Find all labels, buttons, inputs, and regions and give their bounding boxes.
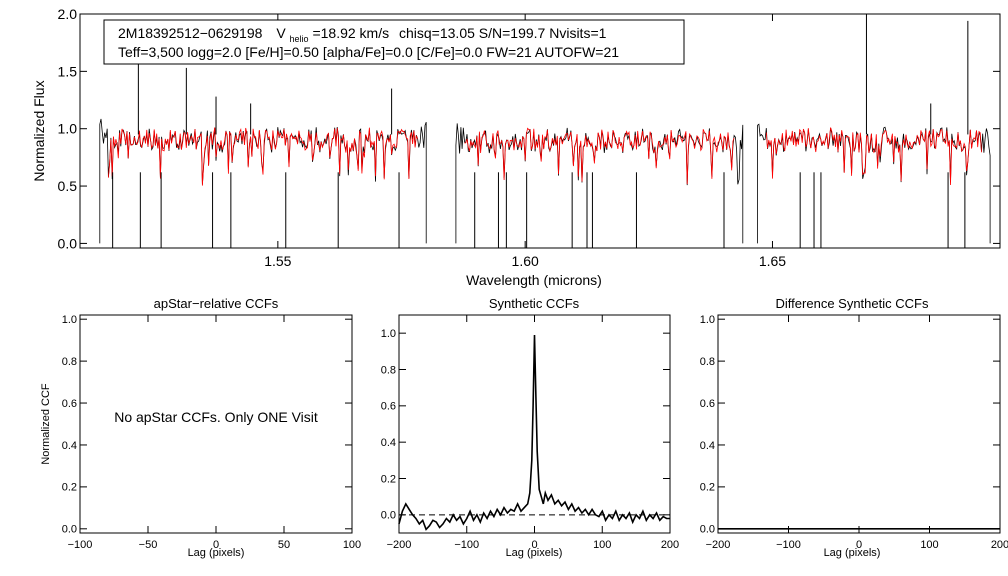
- difference-ccf-x-label: Lag (pixels): [824, 547, 881, 559]
- apstar-ccf-y-tick-label: 0.0: [62, 524, 77, 536]
- spectrum-panel: 1.55 1.60 1.65 0.0 0.5 1.0 1.5 2.0 2M18392512−0…: [31, 6, 1001, 288]
- apstar-ccf-x-tick-label: 50: [278, 539, 290, 551]
- apstar-ccf-y-tick-label: 0.4: [62, 440, 77, 452]
- difference-ccf-axes: −200 −100 0 100 200 0.0 0.2 0.4 0.6 0.8 1.0: [700, 314, 1008, 551]
- difference-ccf-title: Difference Synthetic CCFs: [776, 296, 929, 311]
- apstar-ccf-y-tick-label: 0.8: [62, 356, 77, 368]
- difference-ccf-y-tick-label: 0.0: [700, 524, 715, 536]
- spectrum-y-label: Normalized Flux: [31, 80, 47, 181]
- spectrum-plot-area: [99, 14, 991, 248]
- vhelio-symbol: V: [276, 25, 286, 41]
- synthetic-ccf-y-tick-label: 0.6: [381, 401, 396, 413]
- vhelio-subscript: helio: [290, 34, 309, 44]
- apstar-ccf-x-tick-label: −100: [68, 539, 93, 551]
- info-box: 2M18392512−0629198 V helio =18.92 km/s c…: [103, 19, 685, 65]
- model-spectrum-line-chip-2: [464, 127, 735, 185]
- synthetic-ccf-x-tick-label: −200: [387, 539, 412, 551]
- apstar-ccf-y-tick-label: 0.6: [62, 398, 77, 410]
- apstar-ccf-x-tick-label: 100: [343, 539, 361, 551]
- apstar-ccf-y-label: Normalized CCF: [40, 383, 52, 465]
- difference-ccf-x-tick-label: 100: [920, 539, 938, 551]
- info-box-frame: [103, 19, 685, 65]
- spectrum-axes: 1.55 1.60 1.65 0.0 0.5 1.0 1.5 2.0: [58, 6, 1000, 269]
- spectrum-y-tick-label: 0.5: [58, 178, 78, 194]
- difference-ccf-y-tick-label: 0.6: [700, 398, 715, 410]
- synthetic-ccf-x-tick-label: 100: [593, 539, 611, 551]
- spectrum-frame: [79, 13, 1001, 249]
- spectrum-x-tick-label: 1.60: [512, 253, 539, 269]
- spectrum-y-tick-label: 0.0: [58, 235, 78, 251]
- apstar-ccf-title: apStar−relative CCFs: [154, 296, 279, 311]
- spectrum-x-tick-label: 1.65: [759, 253, 786, 269]
- info-line-1: 2M18392512−0629198 V helio =18.92 km/s c…: [118, 25, 607, 45]
- synthetic-ccf-x-tick-label: 0: [531, 539, 537, 551]
- synthetic-ccf-line: [398, 334, 670, 531]
- synthetic-ccf-x-tick-label: 200: [661, 539, 679, 551]
- difference-ccf-x-tick-label: 0: [856, 539, 862, 551]
- star-id: 2M18392512−0629198: [118, 25, 263, 41]
- model-spectrum-line-chip-3: [765, 127, 982, 186]
- synthetic-ccf-title: Synthetic CCFs: [489, 296, 580, 311]
- spectrum-y-tick-label: 1.5: [58, 63, 78, 79]
- vhelio-value: =18.92 km/s: [312, 25, 389, 41]
- apstar-ccf-x-tick-label: −50: [139, 539, 158, 551]
- apstar-ccf-y-tick-label: 0.2: [62, 482, 77, 494]
- difference-ccf-panel: −200 −100 0 100 200 0.0 0.2 0.4 0.6 0.8 1.0 Differ…: [700, 296, 1008, 559]
- synthetic-ccf-y-tick-label: 0.2: [381, 473, 396, 485]
- difference-ccf-y-tick-label: 0.4: [700, 440, 715, 452]
- difference-ccf-x-tick-label: −200: [706, 539, 731, 551]
- difference-ccf-y-tick-label: 0.2: [700, 482, 715, 494]
- synthetic-ccf-y-tick-label: 0.0: [381, 510, 396, 522]
- apstar-ccf-annotation: No apStar CCFs. Only ONE Visit: [114, 409, 318, 425]
- apstar-ccf-x-tick-label: 0: [213, 539, 219, 551]
- apstar-ccf-x-label: Lag (pixels): [188, 547, 245, 559]
- fit-stats: chisq=13.05 S/N=199.7 Nvisits=1: [399, 25, 607, 41]
- apstar-ccf-y-tick-label: 1.0: [62, 314, 77, 326]
- synthetic-ccf-x-label: Lag (pixels): [506, 547, 563, 559]
- model-spectrum-line-chip-1: [108, 127, 418, 186]
- synthetic-ccf-plot-area: [398, 334, 670, 531]
- difference-ccf-x-tick-label: −100: [776, 539, 801, 551]
- spectrum-x-tick-label: 1.55: [264, 253, 291, 269]
- synthetic-ccf-x-tick-label: −100: [454, 539, 479, 551]
- spectrum-y-tick-label: 1.0: [58, 121, 78, 137]
- difference-ccf-y-tick-label: 0.8: [700, 356, 715, 368]
- info-line-2: Teff=3,500 logg=2.0 [Fe/H]=0.50 [alpha/F…: [118, 44, 619, 60]
- synthetic-ccf-y-tick-label: 1.0: [381, 328, 396, 340]
- difference-ccf-y-tick-label: 1.0: [700, 314, 715, 326]
- synthetic-ccf-panel: −200 −100 0 100 200 0.0 0.2 0.4 0.6 0.8 1.0 Synthe…: [381, 296, 679, 559]
- spectrum-y-tick-label: 2.0: [58, 6, 78, 22]
- synthetic-ccf-y-tick-label: 0.4: [381, 437, 396, 449]
- apstar-ccf-panel: −100 −50 0 50 100 0.0 0.2 0.4 0.6 0.8 1.0 apStar−r…: [40, 296, 361, 559]
- apstar-ccf-axes: −100 −50 0 50 100 0.0 0.2 0.4 0.6 0.8 1.0: [62, 314, 361, 551]
- spectrum-x-label: Wavelength (microns): [466, 272, 602, 288]
- difference-ccf-x-tick-label: 200: [991, 539, 1008, 551]
- synthetic-ccf-y-tick-label: 0.8: [381, 364, 396, 376]
- synthetic-ccf-axes: −200 −100 0 100 200 0.0 0.2 0.4 0.6 0.8 1.0: [381, 315, 679, 551]
